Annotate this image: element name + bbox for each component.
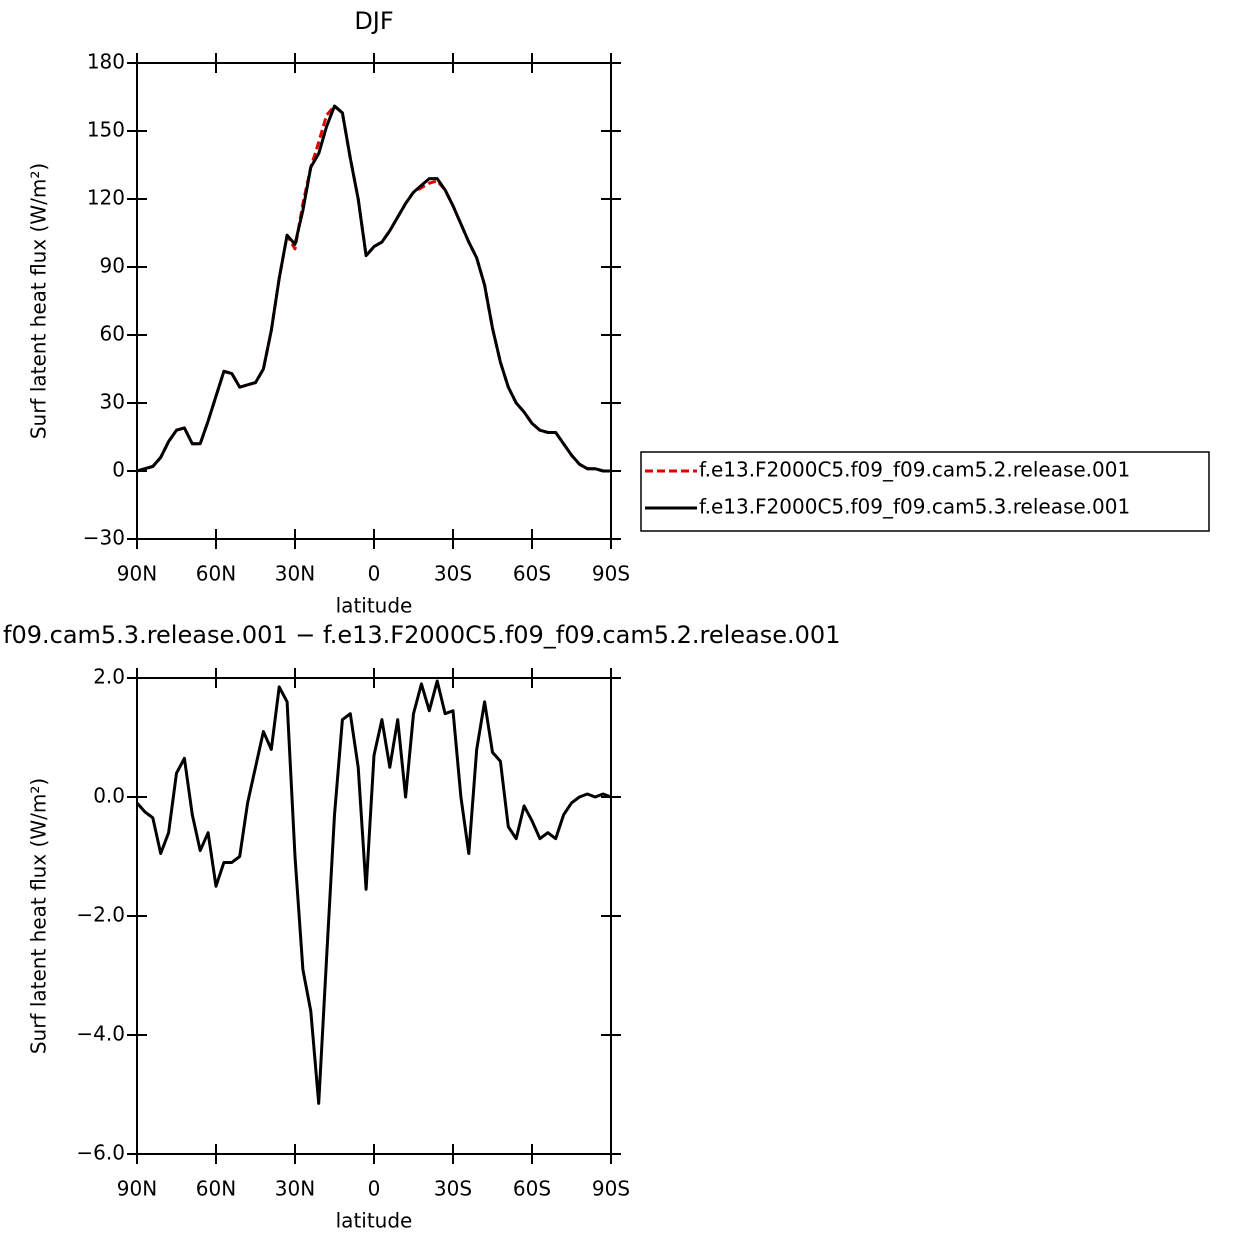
y-tick-label: −4.0 [76,1022,125,1046]
y-tick-label: 90 [100,254,125,278]
plot-frame [136,62,612,540]
chart-title: DJF [354,7,393,35]
y-tick-label: 150 [87,118,125,142]
x-tick-label: 60S [513,562,551,586]
x-tick-label: 30S [434,1177,472,1201]
legend-label: f.e13.F2000C5.f09_f09.cam5.2.release.001 [699,458,1130,482]
x-tick-label: 90N [117,1177,157,1201]
y-tick-label: −6.0 [76,1141,125,1165]
x-axis-label: latitude [336,594,413,618]
legend-box [640,451,1210,532]
y-tick-label: 30 [100,390,125,414]
x-tick-label: 90N [117,562,157,586]
plot-frame [136,677,612,1155]
y-axis-label: Surf latent heat flux (W/m²) [27,778,51,1054]
data-line [136,104,611,473]
x-axis-label: latitude [336,1209,413,1233]
y-tick-label: 2.0 [93,665,125,689]
x-tick-label: 60N [196,562,236,586]
y-tick-label: 60 [100,322,125,346]
x-tick-label: 30S [434,562,472,586]
x-tick-label: 60N [196,1177,236,1201]
y-tick-label: 0.0 [93,784,125,808]
x-tick-label: 30N [275,562,315,586]
y-tick-label: −30 [83,526,125,550]
legend-label: f.e13.F2000C5.f09_f09.cam5.3.release.001 [699,495,1130,519]
y-tick-label: −2.0 [76,903,125,927]
x-tick-label: 90S [592,1177,630,1201]
x-tick-label: 90S [592,562,630,586]
x-tick-label: 0 [368,1177,381,1201]
x-tick-label: 60S [513,1177,551,1201]
y-tick-label: 0 [112,458,125,482]
y-axis-label: Surf latent heat flux (W/m²) [27,163,51,439]
chart-title: f09.cam5.3.release.001 − f.e13.F2000C5.f… [3,621,840,649]
x-tick-label: 0 [368,562,381,586]
x-tick-label: 30N [275,1177,315,1201]
data-line [135,679,612,1105]
y-tick-label: 120 [87,186,125,210]
y-tick-label: 180 [87,50,125,74]
